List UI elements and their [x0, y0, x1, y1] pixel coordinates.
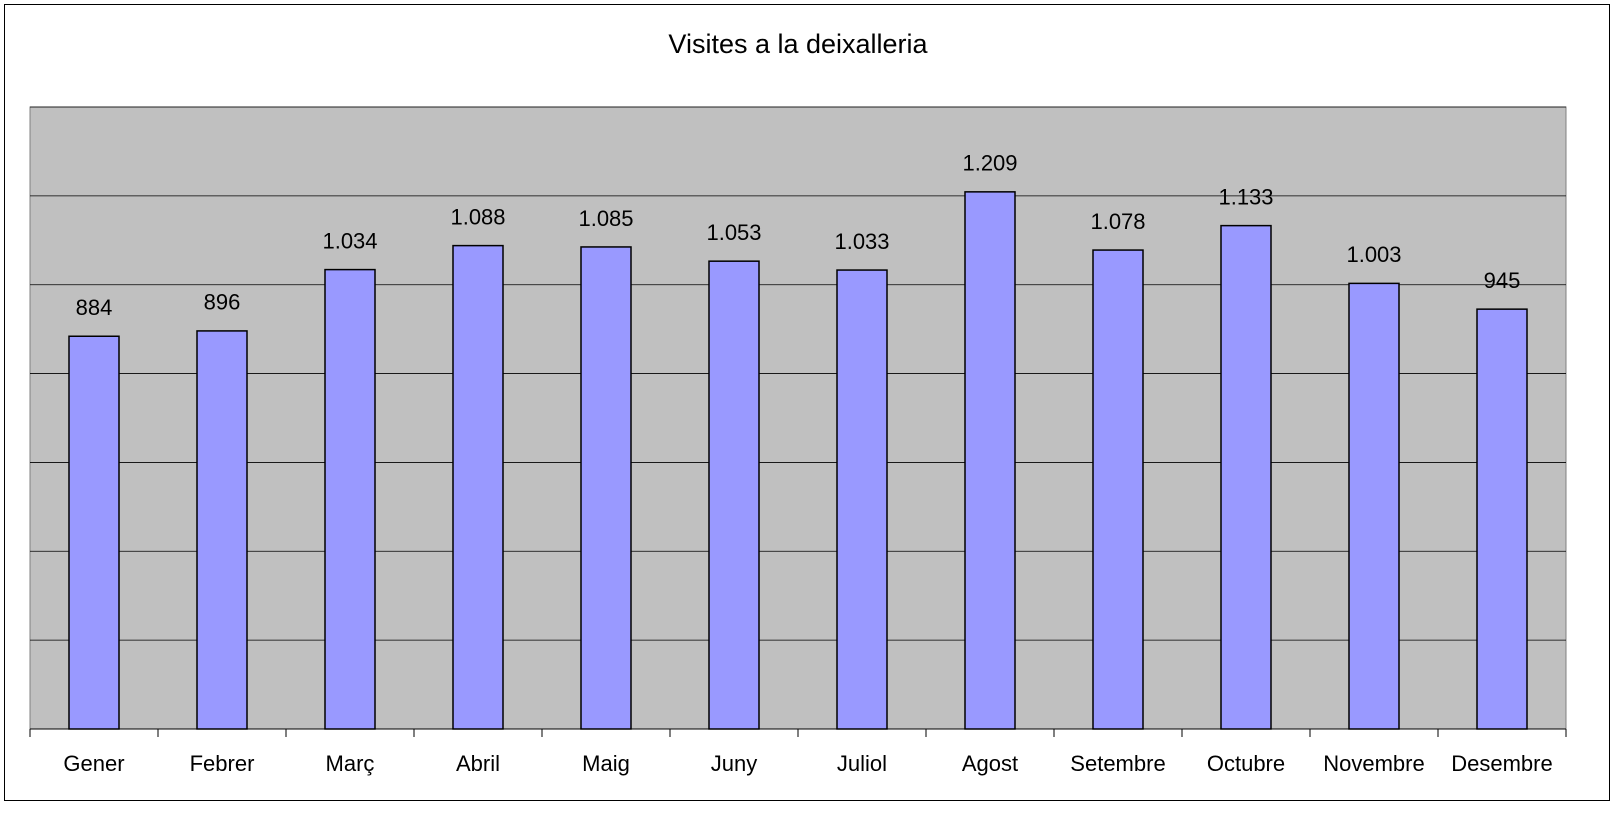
data-label: 896 [204, 290, 241, 315]
x-tick-label: Juny [711, 751, 757, 776]
bar [68, 335, 120, 730]
x-tick-label: Octubre [1207, 751, 1285, 776]
data-label: 884 [76, 295, 113, 320]
bar [1476, 308, 1528, 730]
x-tick-label: Agost [962, 751, 1018, 776]
data-label: 1.053 [706, 220, 761, 245]
bar [1092, 249, 1144, 730]
data-label: 1.209 [962, 151, 1017, 176]
bar [580, 246, 632, 730]
x-tick-label: Desembre [1451, 751, 1552, 776]
x-tick-label: Gener [63, 751, 124, 776]
plot-area [29, 106, 1567, 730]
bar [708, 260, 760, 730]
data-label: 1.033 [834, 229, 889, 254]
x-tick-label: Febrer [190, 751, 255, 776]
data-label: 945 [1484, 268, 1521, 293]
x-tick-label: Abril [456, 751, 500, 776]
x-tick-label: Maig [582, 751, 630, 776]
bar [324, 268, 376, 730]
bar [1348, 282, 1400, 730]
bar [1220, 224, 1272, 730]
data-label: 1.133 [1218, 184, 1273, 209]
bar [452, 244, 504, 730]
data-label: 1.078 [1090, 209, 1145, 234]
data-label: 1.088 [450, 204, 505, 229]
x-tick-label: Novembre [1323, 751, 1424, 776]
x-tick-label: Març [326, 751, 375, 776]
data-label: 1.085 [578, 206, 633, 231]
bar [196, 330, 248, 730]
bar [836, 269, 888, 730]
bar [964, 191, 1016, 730]
chart-title: Visites a la deixalleria [668, 29, 928, 59]
x-tick-label: Setembre [1070, 751, 1165, 776]
x-tick-label: Juliol [837, 751, 887, 776]
data-label: 1.003 [1346, 242, 1401, 267]
data-label: 1.034 [322, 228, 377, 253]
